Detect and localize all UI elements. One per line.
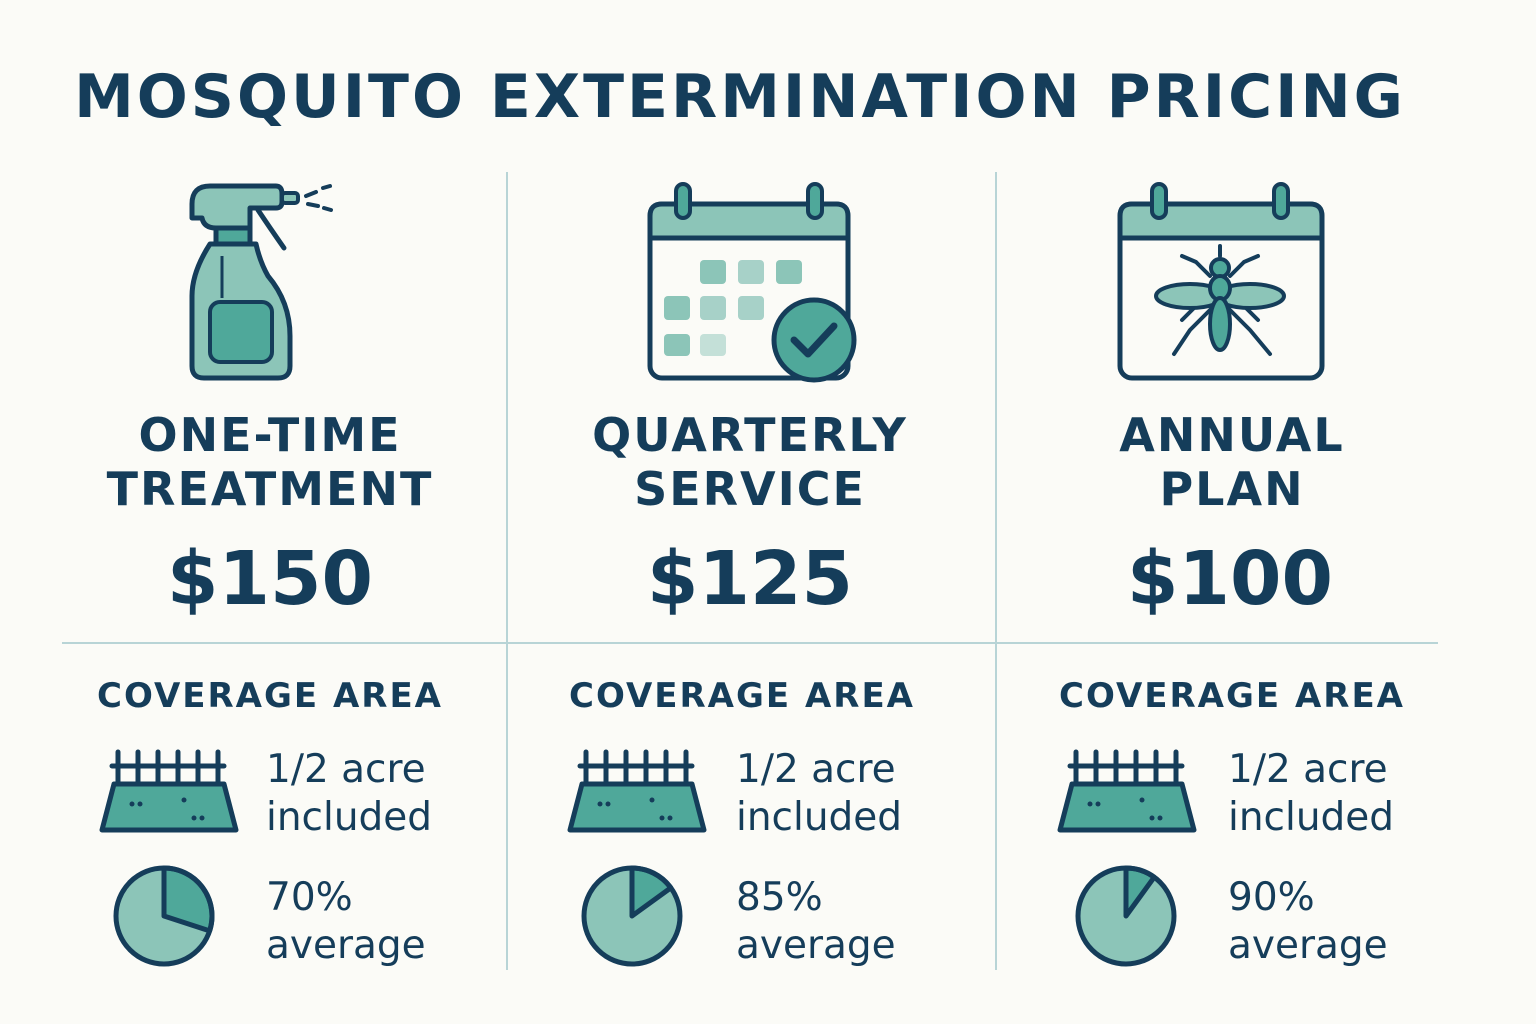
effectiveness-value: 90% [1228, 875, 1315, 920]
area-included: included [736, 795, 903, 840]
effectiveness-text: 85% average [736, 874, 896, 970]
plan-price: $150 [167, 536, 373, 622]
yard-fence-icon [567, 749, 707, 833]
plan-price: $100 [1127, 536, 1333, 622]
area-amount: 1/2 acre [1228, 747, 1388, 792]
plan-price: $125 [647, 536, 853, 622]
page-title: MOSQUITO EXTERMINATION PRICING [74, 62, 1406, 132]
area-amount: 1/2 acre [266, 747, 426, 792]
effectiveness-text: 90% average [1228, 874, 1388, 970]
effectiveness-caption: average [266, 923, 426, 968]
yard-fence-icon [1057, 749, 1197, 833]
plan-name-line2: TREATMENT [106, 462, 434, 516]
pie-outline [581, 865, 683, 967]
area-included: included [1228, 795, 1395, 840]
effectiveness-pie-icon [113, 865, 215, 967]
coverage-label: COVERAGE AREA [97, 676, 443, 716]
plan-name: QUARTERLY SERVICE [548, 408, 952, 516]
effectiveness-value: 70% [266, 875, 353, 920]
effectiveness-text: 70% average [266, 874, 426, 970]
effectiveness-caption: average [1228, 923, 1388, 968]
area-amount: 1/2 acre [736, 747, 896, 792]
yard-fence-icon [99, 749, 239, 833]
calendar-mosquito-icon [1117, 182, 1325, 381]
coverage-label: COVERAGE AREA [1059, 676, 1405, 716]
effectiveness-value: 85% [736, 875, 823, 920]
coverage-label: COVERAGE AREA [569, 676, 915, 716]
plan-name-line1: ONE-TIME [138, 408, 402, 462]
plan-name-line1: QUARTERLY [592, 408, 908, 462]
plan-name: ONE-TIME TREATMENT [68, 408, 472, 516]
pie-outline [1075, 865, 1177, 967]
coverage-area-text: 1/2 acre included [1228, 746, 1394, 842]
effectiveness-caption: average [736, 923, 896, 968]
section-divider [62, 642, 1438, 644]
spray-bottle-icon [189, 183, 333, 381]
effectiveness-pie-icon [581, 865, 683, 967]
calendar-check-icon [647, 182, 857, 383]
plan-name: ANNUAL PLAN [1030, 408, 1434, 516]
plan-name-line2: PLAN [1159, 462, 1305, 516]
coverage-area-text: 1/2 acre included [266, 746, 432, 842]
plan-name-line2: SERVICE [634, 462, 866, 516]
column-divider-2 [995, 172, 997, 970]
effectiveness-pie-icon [1075, 865, 1177, 967]
coverage-area-text: 1/2 acre included [736, 746, 902, 842]
plan-name-line1: ANNUAL [1119, 408, 1345, 462]
pie-outline [113, 865, 215, 967]
area-included: included [266, 795, 433, 840]
column-divider-1 [506, 172, 508, 970]
